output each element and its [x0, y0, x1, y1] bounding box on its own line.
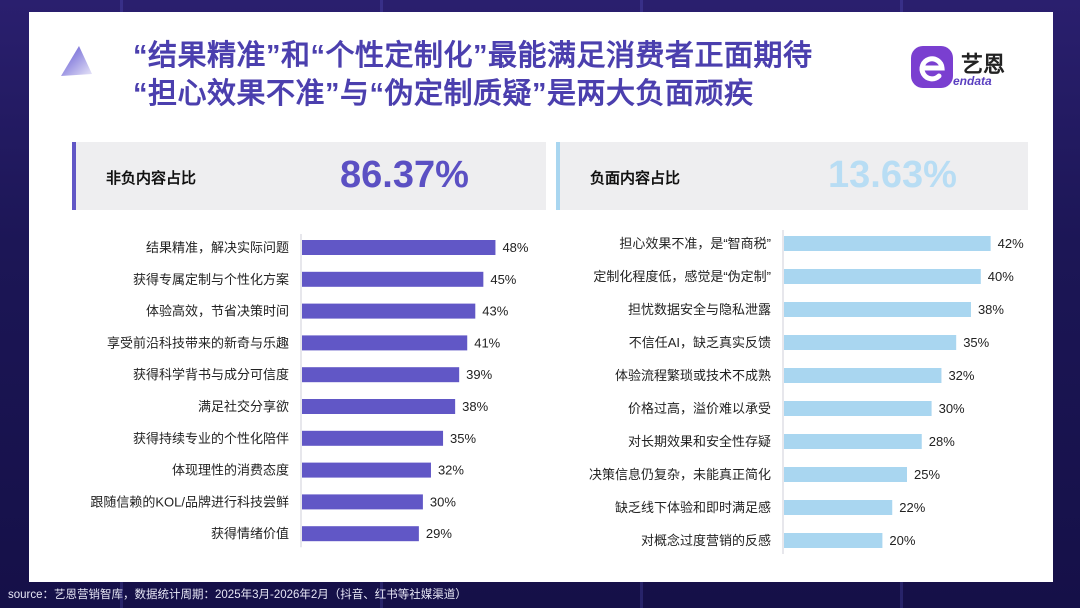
negative-category-label: 决策信息仍复杂，未能真正简化	[589, 467, 771, 482]
positive-category-label: 享受前沿科技带来的新奇与乐趣	[107, 335, 289, 350]
endata-logo-icon	[911, 46, 953, 88]
non-negative-share-value: 86.37%	[340, 154, 469, 196]
positive-category-label: 体验高效，节省决策时间	[146, 304, 289, 319]
negative-bar	[784, 302, 971, 317]
positive-bar	[302, 494, 423, 510]
positive-value-label: 39%	[466, 367, 492, 382]
negative-category-label: 体验流程繁琐或技术不成熟	[615, 368, 771, 383]
positive-category-label: 获得科学背书与成分可信度	[133, 367, 289, 382]
positive-value-label: 41%	[474, 335, 500, 350]
positive-category-label: 获得情绪价值	[211, 526, 289, 541]
negative-category-label: 不信任AI，缺乏真实反馈	[629, 335, 771, 350]
negative-share-panel: 负面内容占比 13.63%	[556, 142, 1028, 210]
negative-value-label: 30%	[939, 401, 965, 416]
non-negative-share-label: 非负内容占比	[106, 170, 197, 187]
negative-bar	[784, 401, 932, 416]
positive-bar	[302, 335, 468, 351]
negative-category-label: 对长期效果和安全性存疑	[628, 434, 771, 449]
negative-value-label: 42%	[998, 236, 1024, 251]
positive-value-label: 43%	[482, 304, 508, 319]
bar-charts: 结果精准，解决实际问题 48% 获得专属定制与个性化方案 45% 体验高效，节省决策时间…	[90, 230, 1024, 554]
positive-category-label: 结果精准，解决实际问题	[146, 240, 289, 255]
negative-bar	[784, 236, 991, 251]
negative-bar	[784, 467, 907, 482]
positive-value-label: 35%	[450, 431, 476, 446]
positive-bar	[302, 367, 460, 383]
positive-bar	[302, 526, 419, 542]
positive-category-label: 满足社交分享欲	[198, 399, 289, 414]
logo-text: 艺恩	[961, 52, 1006, 77]
negative-value-label: 28%	[929, 434, 955, 449]
positive-value-label: 38%	[462, 399, 488, 414]
report-card: “结果精准”和“个性定制化”最能满足消费者正面期待 “担心效果不准”与“伪定制质…	[29, 12, 1053, 582]
positive-bar	[302, 240, 496, 255]
negative-bar	[784, 434, 922, 449]
negative-category-label: 担忧数据安全与隐私泄露	[628, 302, 771, 317]
negative-share-label: 负面内容占比	[590, 170, 681, 187]
page-title-line1: “结果精准”和“个性定制化”最能满足消费者正面期待	[133, 40, 813, 72]
negative-value-label: 32%	[948, 368, 974, 383]
negative-bar	[784, 533, 883, 548]
negative-value-label: 20%	[889, 533, 915, 548]
negative-value-label: 22%	[899, 500, 925, 515]
negative-value-label: 25%	[914, 467, 940, 482]
negative-bar	[784, 269, 981, 284]
negative-value-label: 38%	[978, 302, 1004, 317]
negative-category-label: 担心效果不准，是“智商税”	[619, 236, 771, 251]
positive-bar	[302, 271, 484, 287]
negative-category-label: 对概念过度营销的反感	[641, 533, 771, 548]
negative-value-label: 35%	[963, 335, 989, 350]
positive-value-label: 30%	[430, 494, 456, 509]
negative-category-label: 价格过高，溢价难以承受	[628, 401, 771, 416]
positive-bar	[302, 462, 431, 478]
positive-category-label: 获得专属定制与个性化方案	[133, 272, 289, 287]
positive-category-label: 跟随信赖的KOL/品牌进行科技尝鲜	[90, 494, 289, 509]
positive-bar	[302, 303, 476, 319]
page-title-line2: “担心效果不准”与“伪定制质疑”是两大负面顽疾	[133, 78, 754, 110]
positive-bar	[302, 399, 456, 414]
negative-bar	[784, 500, 893, 515]
negative-category-label: 定制化程度低，感觉是“伪定制”	[593, 269, 771, 284]
negative-value-label: 40%	[988, 269, 1014, 284]
triangle-decoration-icon	[61, 46, 92, 76]
logo-subtext: endata	[953, 74, 992, 88]
positive-value-label: 45%	[490, 272, 516, 287]
positive-category-label: 获得持续专业的个性化陪伴	[133, 431, 289, 446]
negative-category-label: 缺乏线下体验和即时满足感	[615, 500, 771, 515]
negative-share-value: 13.63%	[828, 154, 957, 196]
negative-bar	[784, 335, 957, 350]
positive-category-label: 体现理性的消费态度	[172, 463, 289, 478]
positive-value-label: 29%	[426, 526, 452, 541]
positive-bar	[302, 430, 444, 446]
positive-value-label: 48%	[502, 240, 528, 255]
positive-value-label: 32%	[438, 463, 464, 478]
source-footer: source：艺恩营销智库，数据统计周期：2025年3月-2026年2月（抖音、…	[8, 589, 467, 601]
negative-bar	[784, 368, 942, 383]
endata-logo: 艺恩 endata	[909, 44, 1029, 94]
non-negative-share-panel: 非负内容占比 86.37%	[72, 142, 546, 210]
